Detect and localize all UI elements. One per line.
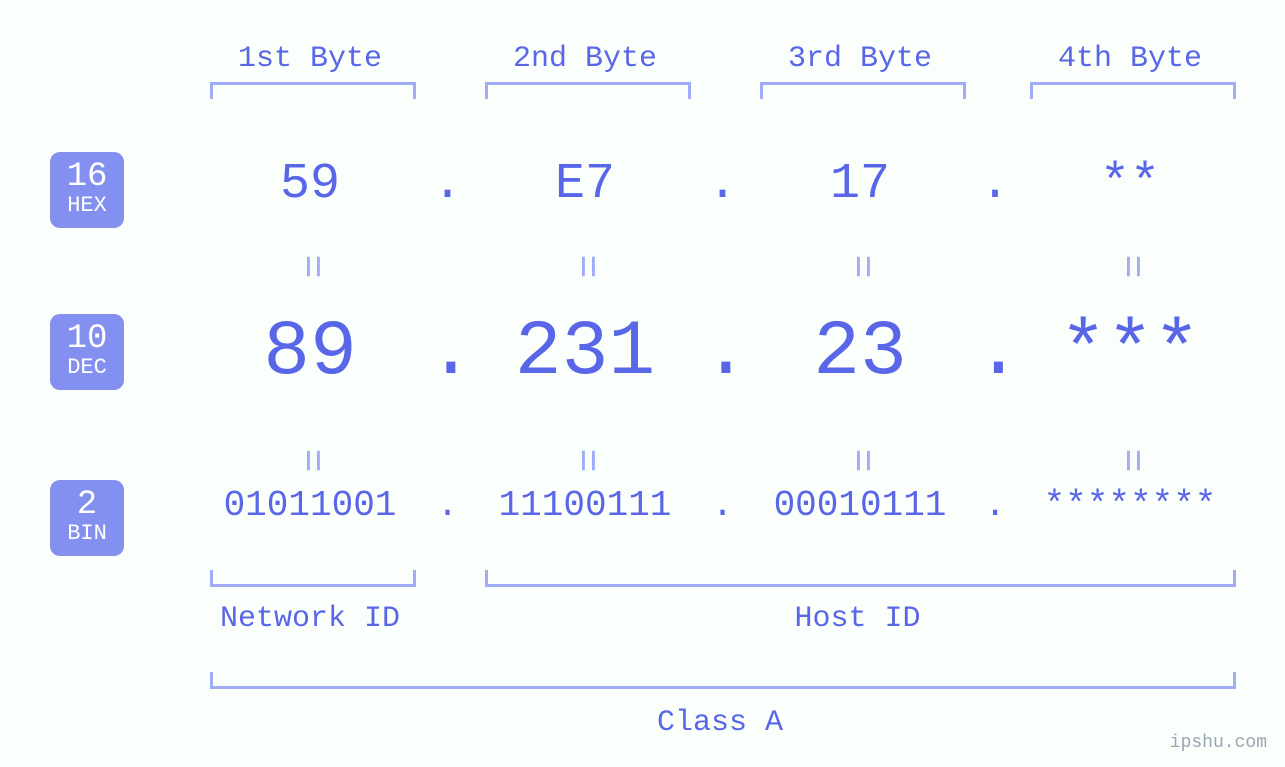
hex-dot-1: .	[428, 160, 468, 210]
bin-dot-2: .	[703, 488, 743, 524]
watermark: ipshu.com	[1170, 733, 1267, 753]
bin-byte-4: ********	[1030, 488, 1230, 524]
hex-byte-4: **	[1030, 160, 1230, 210]
byte-bracket-top-4	[1030, 82, 1236, 99]
bin-byte-1: 01011001	[210, 488, 410, 524]
base-badge-label-hex: HEX	[50, 194, 124, 218]
base-badge-bin: 2BIN	[50, 480, 124, 556]
base-badge-label-bin: BIN	[50, 522, 124, 546]
bin-byte-2: 11100111	[485, 488, 685, 524]
class-bracket	[210, 672, 1236, 689]
dec-dot-3: .	[975, 314, 1015, 392]
base-badge-label-dec: DEC	[50, 356, 124, 380]
equals-dec-bin-3: =	[838, 441, 883, 481]
hex-dot-2: .	[703, 160, 743, 210]
byte-header-2: 2nd Byte	[485, 42, 685, 76]
byte-bracket-top-1	[210, 82, 416, 99]
dec-byte-2: 231	[485, 314, 685, 392]
base-badge-num-hex: 16	[50, 160, 124, 194]
hex-byte-3: 17	[760, 160, 960, 210]
dec-byte-3: 23	[760, 314, 960, 392]
dec-byte-1: 89	[210, 314, 410, 392]
byte-bracket-top-2	[485, 82, 691, 99]
base-badge-dec: 10DEC	[50, 314, 124, 390]
equals-hex-dec-3: =	[838, 247, 883, 287]
bin-dot-1: .	[428, 488, 468, 524]
hex-dot-3: .	[975, 160, 1015, 210]
equals-dec-bin-4: =	[1108, 441, 1153, 481]
byte-bracket-top-3	[760, 82, 966, 99]
equals-dec-bin-1: =	[288, 441, 333, 481]
network-id-label: Network ID	[210, 602, 410, 636]
equals-hex-dec-4: =	[1108, 247, 1153, 287]
base-badge-hex: 16HEX	[50, 152, 124, 228]
equals-hex-dec-1: =	[288, 247, 333, 287]
hex-byte-1: 59	[210, 160, 410, 210]
bin-dot-3: .	[975, 488, 1015, 524]
host-id-label: Host ID	[485, 602, 1230, 636]
base-badge-num-bin: 2	[50, 488, 124, 522]
equals-hex-dec-2: =	[563, 247, 608, 287]
dec-dot-1: .	[428, 314, 468, 392]
base-badge-num-dec: 10	[50, 322, 124, 356]
byte-header-4: 4th Byte	[1030, 42, 1230, 76]
dec-dot-2: .	[703, 314, 743, 392]
hex-byte-2: E7	[485, 160, 685, 210]
host-id-bracket	[485, 570, 1236, 587]
network-id-bracket	[210, 570, 416, 587]
byte-header-1: 1st Byte	[210, 42, 410, 76]
equals-dec-bin-2: =	[563, 441, 608, 481]
bin-byte-3: 00010111	[760, 488, 960, 524]
class-label: Class A	[210, 706, 1230, 740]
dec-byte-4: ***	[1030, 314, 1230, 392]
byte-header-3: 3rd Byte	[760, 42, 960, 76]
